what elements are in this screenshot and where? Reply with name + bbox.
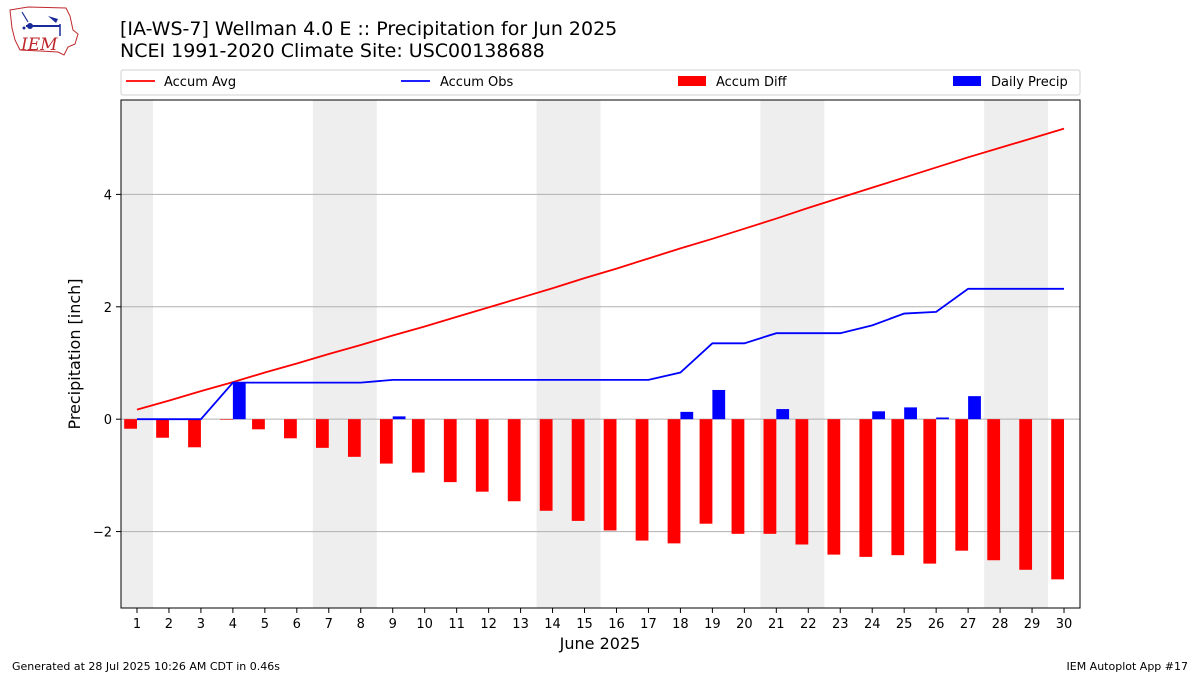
- logo-text: IEM: [20, 35, 58, 55]
- accum-diff-bar-day-28: [987, 419, 1001, 561]
- x-tick-label-11: 11: [448, 617, 465, 632]
- x-tick-label-6: 6: [293, 617, 301, 632]
- x-tick-label-3: 3: [197, 617, 205, 632]
- accum-diff-bar-day-12: [475, 419, 489, 492]
- x-tick-label-10: 10: [416, 617, 433, 632]
- x-tick-label-13: 13: [512, 617, 529, 632]
- legend: Accum Avg Accum Obs Accum Diff Daily Pre…: [120, 69, 1081, 96]
- x-tick-label-22: 22: [800, 617, 817, 632]
- accum-diff-bar-day-15: [571, 419, 585, 521]
- footer-app-id: IEM Autoplot App #17: [1067, 660, 1189, 673]
- weekend-shade-1: [312, 100, 377, 608]
- accum-diff-bar-day-22: [795, 419, 809, 545]
- x-tick-label-18: 18: [672, 617, 689, 632]
- x-tick-label-4: 4: [229, 617, 237, 632]
- x-tick-label-5: 5: [261, 617, 269, 632]
- accum-avg-line: [136, 127, 1065, 411]
- accum-diff-bar-day-30: [1051, 419, 1065, 580]
- accum-diff-bar-day-17: [635, 419, 649, 541]
- accum-diff-bar-day-2: [156, 419, 169, 438]
- y-tick-label-1: 0: [104, 413, 112, 428]
- x-tick-label-21: 21: [768, 617, 785, 632]
- accum-diff-bar-day-20: [731, 419, 745, 534]
- accum-diff-bar-day-21: [763, 419, 777, 534]
- x-tick-label-19: 19: [704, 617, 721, 632]
- weekend-shade-0: [121, 100, 153, 608]
- y-axis-label: Precipitation [inch]: [65, 278, 84, 429]
- legend-label-accum-diff: Accum Diff: [716, 75, 788, 90]
- accum-diff-bar-day-4: [220, 419, 233, 420]
- y-tick-label-2: 2: [104, 301, 112, 316]
- x-tick-label-7: 7: [325, 617, 333, 632]
- legend-frame: [120, 69, 1081, 96]
- x-tick-label-17: 17: [640, 617, 657, 632]
- legend-label-accum-obs: Accum Obs: [440, 75, 513, 90]
- x-tick-label-9: 9: [389, 617, 397, 632]
- accum-diff-bar-day-14: [539, 419, 553, 511]
- chart-subtitle: NCEI 1991-2020 Climate Site: USC00138688: [120, 40, 545, 62]
- x-tick-label-1: 1: [133, 617, 141, 632]
- daily-precip-bar-day-21: [776, 409, 790, 420]
- x-axis-label: June 2025: [559, 634, 641, 653]
- accum-diff-bar-day-1: [124, 419, 137, 429]
- accum-diff-bar-day-18: [667, 419, 681, 544]
- accum-diff-bar-day-6: [284, 419, 297, 439]
- accum-diff-bar-day-13: [507, 419, 521, 502]
- accum-diff-bar-day-26: [923, 419, 937, 564]
- daily-precip-bar-day-9: [392, 416, 406, 420]
- daily-precip-bar-day-19: [712, 389, 726, 420]
- x-tick-label-23: 23: [832, 617, 849, 632]
- accum-diff-bar-day-29: [1019, 419, 1033, 570]
- x-tick-label-29: 29: [1024, 617, 1041, 632]
- x-tick-label-2: 2: [165, 617, 173, 632]
- x-tick-label-28: 28: [992, 617, 1009, 632]
- legend-swatch-daily-precip: [953, 76, 981, 86]
- x-tick-label-16: 16: [608, 617, 625, 632]
- iem-logo: IEM: [9, 6, 79, 56]
- accum-diff-bar-day-16: [603, 419, 617, 531]
- x-tick-label-8: 8: [357, 617, 365, 632]
- x-tick-label-25: 25: [896, 617, 913, 632]
- daily-precip-bar-day-27: [968, 396, 981, 420]
- accum-diff-bar-day-23: [827, 419, 841, 555]
- accum-diff-bar-day-25: [891, 419, 905, 556]
- accum-diff-bar-day-24: [859, 419, 873, 557]
- daily-precip-bar-day-24: [872, 411, 886, 420]
- chart-title: [IA-WS-7] Wellman 4.0 E :: Precipitation…: [120, 18, 617, 40]
- y-tick-label-0: −2: [93, 526, 112, 541]
- x-tick-label-14: 14: [544, 617, 561, 632]
- accum-diff-bar-day-10: [411, 419, 425, 473]
- y-tick-label-3: 4: [104, 188, 112, 203]
- daily-precip-bar-day-18: [680, 411, 694, 420]
- plot-area: 1 2 3 4 5 6 7 8 9 10 11 12 13 14 15 16 17 18 19 20 21 22 23 24 2…: [93, 99, 1081, 632]
- accum-diff-bar-day-7: [315, 419, 329, 448]
- daily-precip-bar-day-25: [904, 407, 917, 420]
- x-tick-label-27: 27: [960, 617, 977, 632]
- accum-diff-bar-day-3: [188, 419, 201, 448]
- accum-diff-bar-day-27: [955, 419, 969, 551]
- accum-diff-bar-day-11: [443, 419, 457, 483]
- plot-frame: [120, 99, 1081, 609]
- accum-diff-bar-day-5: [252, 419, 265, 430]
- accum-diff-bar-day-8: [347, 419, 361, 457]
- legend-swatch-accum-diff: [678, 76, 706, 86]
- footer-generated: Generated at 28 Jul 2025 10:26 AM CDT in…: [12, 660, 280, 673]
- accum-diff-bar-day-9: [379, 419, 393, 464]
- x-tick-label-12: 12: [480, 617, 497, 632]
- accum-obs-line: [136, 287, 1065, 421]
- legend-label-daily-precip: Daily Precip: [991, 75, 1068, 90]
- x-tick-label-24: 24: [864, 617, 881, 632]
- x-tick-label-20: 20: [736, 617, 753, 632]
- daily-precip-bar-day-26: [936, 417, 949, 420]
- x-tick-label-30: 30: [1056, 617, 1073, 632]
- weekend-shade-2: [536, 100, 601, 608]
- x-tick-label-26: 26: [928, 617, 945, 632]
- accum-diff-bar-day-19: [699, 419, 713, 524]
- daily-precip-bar-day-4: [232, 382, 246, 420]
- legend-label-accum-avg: Accum Avg: [164, 75, 236, 90]
- x-tick-label-15: 15: [576, 617, 593, 632]
